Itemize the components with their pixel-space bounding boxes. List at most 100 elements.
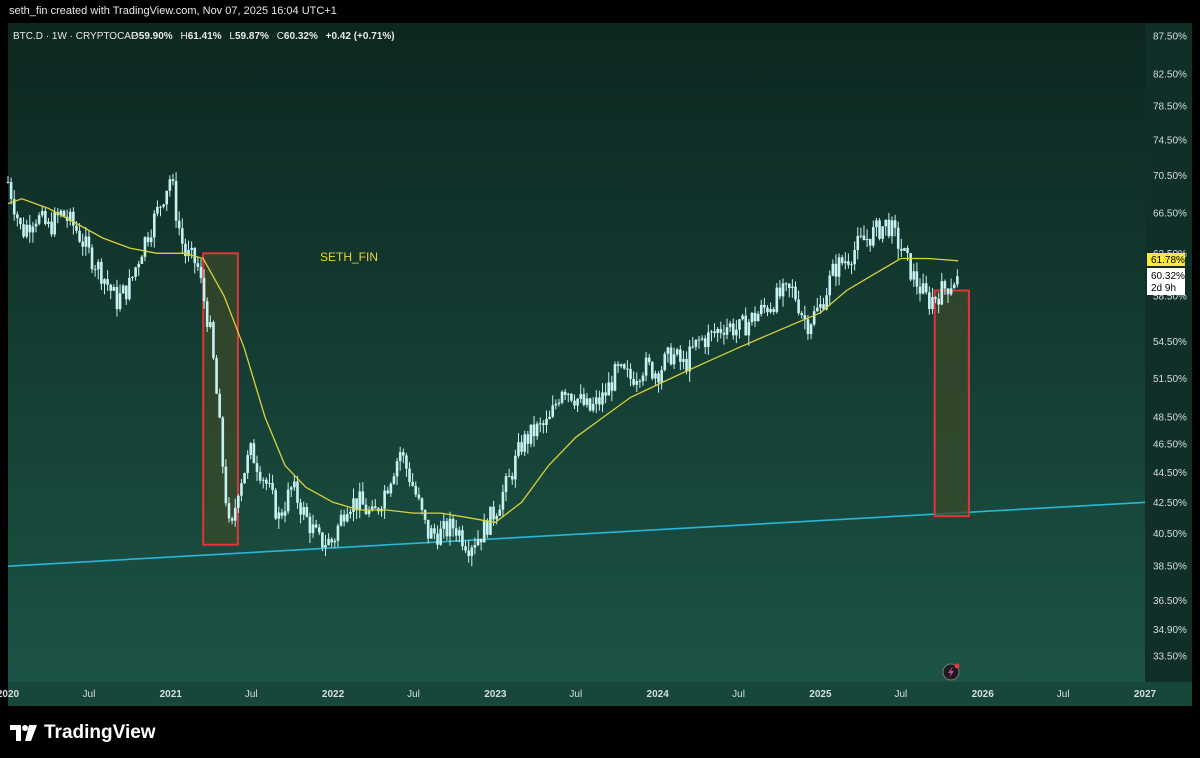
candle-body xyxy=(482,520,486,543)
time-axis-tick-label: 2021 xyxy=(160,689,183,700)
candle-body xyxy=(398,452,402,462)
candle-body xyxy=(395,461,399,477)
candle-body xyxy=(840,257,844,264)
candle-body xyxy=(657,373,660,383)
candle-body xyxy=(728,323,732,328)
highlight-box xyxy=(202,252,239,546)
candle-body xyxy=(255,463,259,472)
candle-body xyxy=(626,368,629,370)
candle-body xyxy=(100,261,103,284)
candle-body xyxy=(675,349,679,355)
candle-body xyxy=(722,332,726,335)
candle-body xyxy=(598,397,601,405)
candle-body xyxy=(112,287,116,291)
candle-body xyxy=(887,219,891,237)
candle-body xyxy=(688,346,691,372)
candle-body xyxy=(389,483,393,494)
candle-body xyxy=(134,267,137,277)
time-axis-tick-label: 2022 xyxy=(322,689,345,700)
candle-body xyxy=(831,263,835,276)
candle-body xyxy=(601,392,604,405)
price-axis-tick-label: 74.50% xyxy=(1153,135,1187,146)
candle-body xyxy=(196,263,200,267)
time-axis-tick-label: 2024 xyxy=(647,689,670,700)
candle-body xyxy=(6,181,10,183)
candle-body xyxy=(772,309,776,312)
candle-body xyxy=(660,370,663,383)
candle-body xyxy=(707,332,710,347)
last-price-label: 60.32% 2d 9h xyxy=(1147,268,1185,295)
candle-body xyxy=(594,397,598,404)
candle-body xyxy=(928,292,931,310)
candle-body xyxy=(685,358,688,372)
time-axis-tick-label: 2027 xyxy=(1134,689,1157,700)
candle-body xyxy=(184,243,187,256)
alert-badge-icon[interactable] xyxy=(942,663,960,681)
price-axis-background xyxy=(1145,23,1192,682)
candle-body xyxy=(75,225,78,231)
candle-body xyxy=(280,512,284,516)
candle-body xyxy=(619,364,623,367)
tradingview-logo[interactable]: TradingView xyxy=(10,721,156,745)
candle-body xyxy=(769,309,772,313)
candle-body xyxy=(420,498,424,510)
svg-text:60.32%: 60.32% xyxy=(1151,271,1185,282)
candle-body xyxy=(651,362,654,379)
tradingview-wordmark: TradingView xyxy=(44,722,156,743)
candle-body xyxy=(868,238,872,246)
candle-body xyxy=(68,211,72,221)
price-axis-tick-label: 40.50% xyxy=(1153,529,1187,540)
candle-body xyxy=(103,279,106,284)
candle-body xyxy=(106,279,109,285)
candle-body xyxy=(289,487,293,490)
candle-body xyxy=(109,284,113,291)
candle-body xyxy=(62,210,66,217)
price-axis-tick-label: 78.50% xyxy=(1153,102,1187,113)
candle-body xyxy=(34,223,38,227)
candle-body xyxy=(703,338,707,347)
candle-body xyxy=(529,424,533,444)
candle-body xyxy=(710,331,713,333)
candle-body xyxy=(623,364,626,369)
candle-body xyxy=(72,211,75,226)
candle-body xyxy=(731,323,735,336)
candle-body xyxy=(358,491,362,511)
moving-average-layer xyxy=(7,198,959,524)
candle-body xyxy=(96,261,100,270)
candle-body xyxy=(451,518,455,529)
candle-body xyxy=(554,403,558,406)
candle-body xyxy=(240,483,243,496)
candle-body xyxy=(644,357,648,376)
candle-body xyxy=(19,218,22,225)
price-axis-tick-label: 54.50% xyxy=(1153,337,1187,348)
legend-ohlc: O59.90% H61.41% L59.87% C60.32% +0.42 (+… xyxy=(131,31,395,42)
candle-body xyxy=(725,327,729,335)
candle-body xyxy=(181,228,184,244)
candle-body xyxy=(439,528,442,545)
candle-body xyxy=(93,269,97,271)
candle-body xyxy=(149,237,153,243)
price-axis-tick-label: 38.50% xyxy=(1153,562,1187,573)
candle-body xyxy=(31,226,35,233)
price-chart[interactable]: BTC.D · 1W · CRYPTOCAP O59.90% H61.41% L… xyxy=(0,0,1200,720)
candle-body xyxy=(716,329,719,334)
candle-body xyxy=(884,219,888,227)
candle-body xyxy=(931,297,934,310)
candle-body xyxy=(803,315,807,320)
candle-body xyxy=(124,285,128,300)
candle-body xyxy=(476,538,480,546)
legend-symbol: BTC.D · 1W · CRYPTOCAP xyxy=(13,31,138,42)
price-axis-tick-label: 34.90% xyxy=(1153,625,1187,636)
price-axis-tick-label: 70.50% xyxy=(1153,171,1187,182)
candle-body xyxy=(249,443,253,456)
candle-body xyxy=(909,253,912,280)
candle-body xyxy=(847,261,850,265)
candle-body xyxy=(405,455,408,469)
candle-body xyxy=(433,528,436,534)
candle-body xyxy=(53,212,56,235)
price-axis-tick-label: 42.50% xyxy=(1153,498,1187,509)
candle-body xyxy=(934,297,937,299)
candle-body xyxy=(392,476,396,484)
candle-body xyxy=(461,530,464,547)
candle-body xyxy=(937,298,940,305)
